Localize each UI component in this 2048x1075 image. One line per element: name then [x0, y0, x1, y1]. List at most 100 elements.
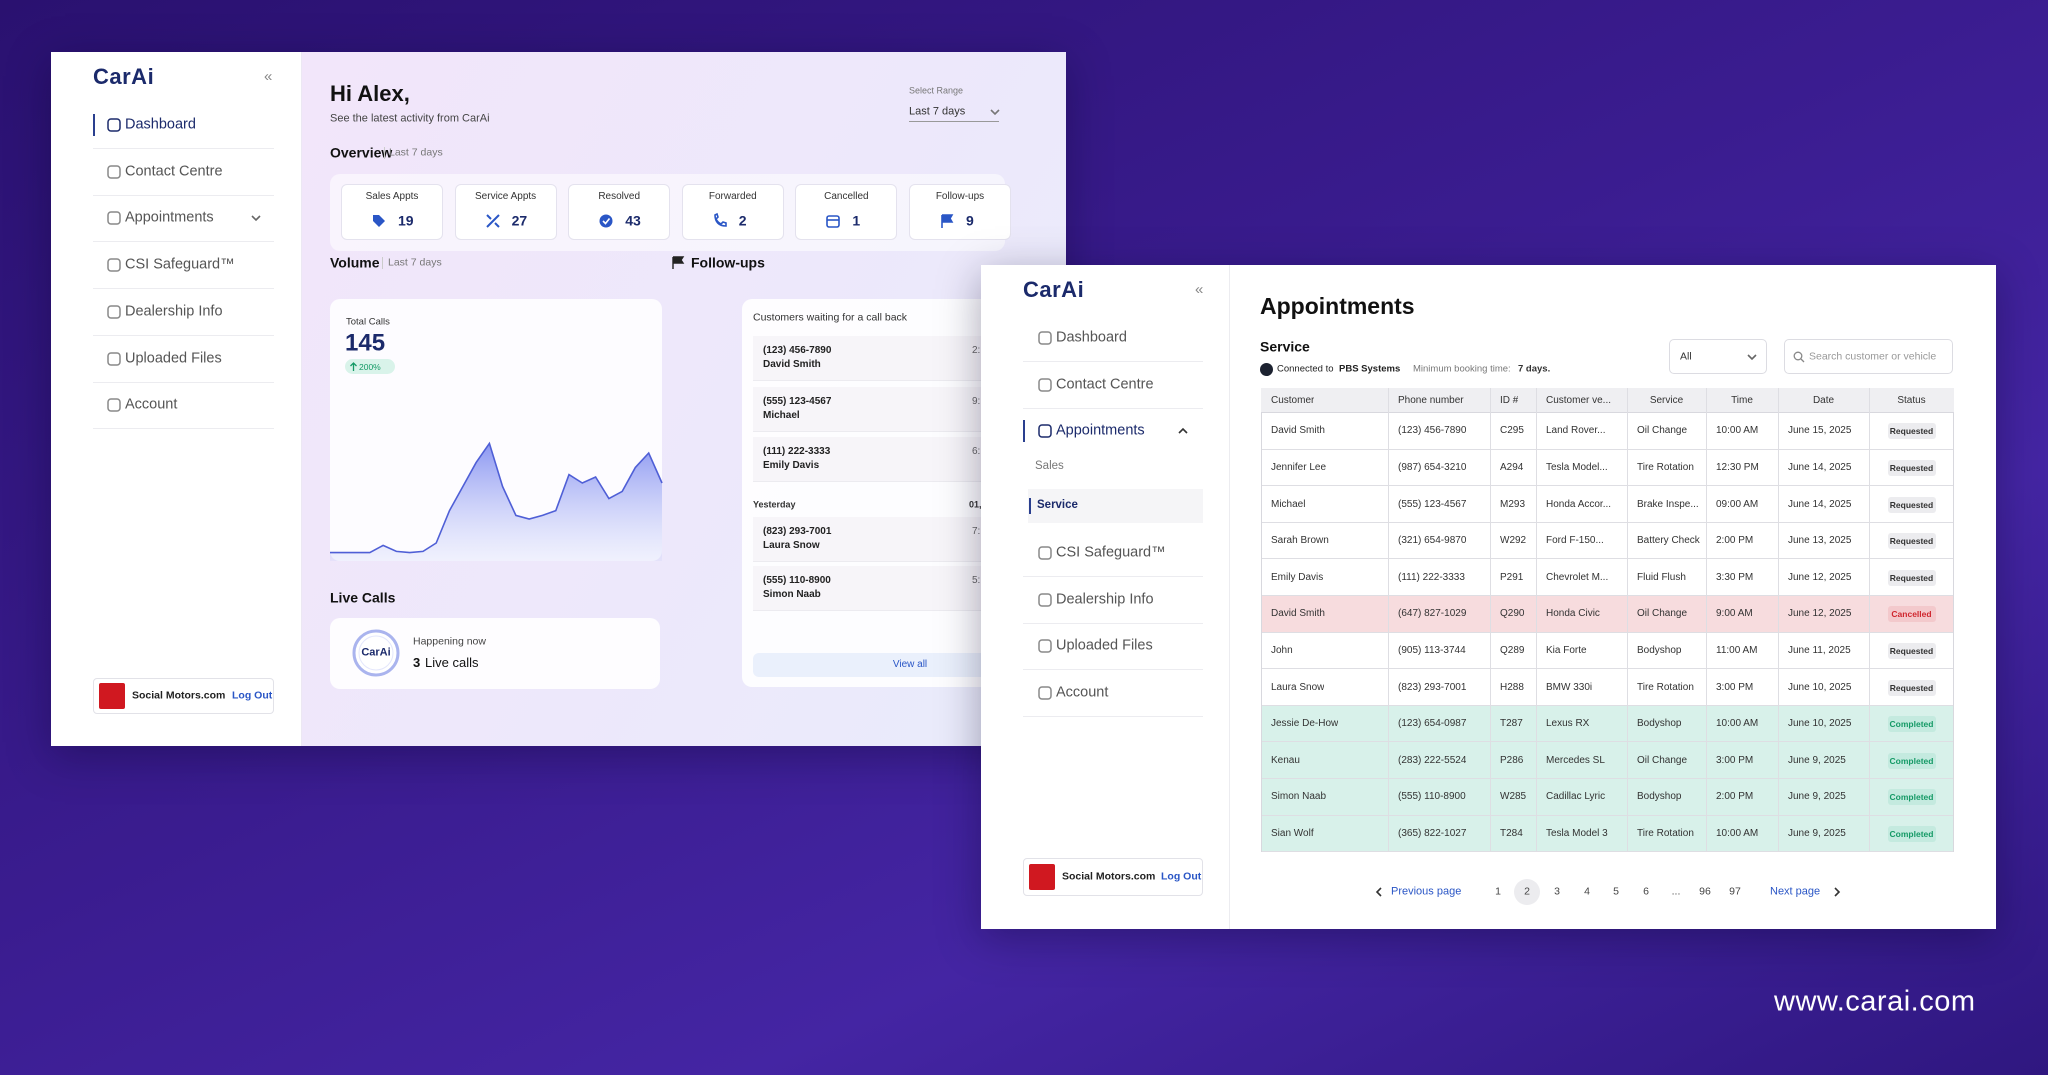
status-badge: [1887, 642, 1936, 659]
table-cell: June 12, 2025: [1788, 608, 1852, 620]
collapse-button[interactable]: «: [264, 68, 273, 85]
nav-item[interactable]: Contact Centre: [125, 162, 223, 179]
view-all-label[interactable]: View all: [892, 659, 928, 670]
status-badge: [1887, 423, 1936, 440]
stat-label: Forwarded: [708, 191, 757, 202]
table-cell: 10:00 AM: [1716, 425, 1759, 437]
collapse-button[interactable]: «: [1195, 281, 1204, 298]
status-badge: [1887, 752, 1936, 769]
nav-item[interactable]: CSI Safeguard™: [125, 256, 235, 273]
nav-icon: [1038, 378, 1052, 392]
nav-item[interactable]: Dealership Info: [1056, 591, 1154, 608]
nav-item[interactable]: Dealership Info: [125, 303, 223, 320]
live-calls-ring-shape: [358, 635, 394, 671]
logout[interactable]: Log Out: [1161, 870, 1202, 883]
followups-title: Follow-ups: [691, 254, 765, 271]
page-number[interactable]: 6: [1643, 885, 1649, 898]
stat-icon: [373, 215, 385, 227]
stat-value: 27: [511, 212, 528, 229]
nav-icon: [107, 118, 121, 132]
page-number[interactable]: 1: [1495, 885, 1501, 898]
stat-icon: [713, 212, 727, 227]
next-page[interactable]: Next page: [1770, 885, 1821, 898]
logout[interactable]: Log Out: [232, 689, 273, 702]
stat-icon-shape: [599, 214, 613, 228]
page-number[interactable]: 96: [1699, 885, 1711, 898]
page-number[interactable]: ...: [1671, 885, 1681, 898]
table-cell: M293: [1500, 498, 1526, 510]
page-number[interactable]: 97: [1729, 885, 1741, 898]
table-cell: 11:00 AM: [1716, 644, 1758, 656]
page-number[interactable]: 5: [1613, 885, 1619, 898]
nav-item[interactable]: Account: [125, 396, 178, 413]
followup-phone: (555) 123-4567: [763, 396, 832, 407]
nav-item[interactable]: Appointments: [1056, 422, 1145, 439]
nav-item[interactable]: Appointments: [125, 209, 214, 226]
nav-item[interactable]: Uploaded Files: [125, 349, 222, 366]
stat-label: Service Appts: [475, 191, 537, 202]
nav-icon: [107, 211, 121, 226]
page-number[interactable]: 2: [1524, 885, 1530, 898]
greeting: Hi Alex,: [330, 80, 410, 106]
page-number[interactable]: 4: [1584, 885, 1590, 898]
table-row: [1262, 815, 1953, 853]
table-cell: Q290: [1500, 608, 1525, 620]
table-cell: (283) 222-5524: [1398, 754, 1467, 766]
nav-item[interactable]: Dashboard: [1056, 329, 1127, 346]
current-page-indicator: [1514, 879, 1540, 905]
column-header: Customer ve...: [1546, 394, 1612, 406]
sub-nav-item[interactable]: Service: [1037, 499, 1078, 512]
table-cell: (111) 222-3333: [1398, 571, 1465, 583]
search-box[interactable]: [1784, 339, 1953, 374]
followups-subtitle: Customers waiting for a call back: [753, 311, 908, 324]
nav-icon: [1038, 639, 1052, 653]
filter-select[interactable]: [1669, 339, 1767, 374]
stat-label: Sales Appts: [365, 191, 419, 202]
table-cell: Michael: [1271, 498, 1306, 510]
table-row: [1262, 742, 1953, 779]
range-select[interactable]: Last 7 days: [909, 105, 966, 118]
nav-icon-shape: [1038, 424, 1052, 438]
status-badge: [1887, 606, 1936, 623]
nav-icon-shape: [107, 258, 121, 272]
nav-divider: [1023, 361, 1203, 362]
table-cell: Sian Wolf: [1271, 827, 1314, 839]
table-cell: C295: [1500, 425, 1524, 437]
nav-item[interactable]: Dashboard: [125, 116, 196, 133]
chevron-shape: [1178, 427, 1188, 434]
nav-icon-shape: [107, 211, 121, 226]
sub-nav-item[interactable]: Sales: [1035, 460, 1064, 473]
nav-divider: [93, 381, 274, 383]
previous-page[interactable]: Previous page: [1391, 885, 1462, 898]
nav-item[interactable]: CSI Safeguard™: [1056, 544, 1166, 561]
followup-phone: (123) 456-7890: [763, 345, 832, 356]
chevron-shape: [251, 215, 261, 222]
column-header: Date: [1812, 394, 1835, 406]
status-badge: [1887, 533, 1936, 550]
followup-name: David Smith: [763, 359, 821, 370]
followup-time: 6:: [972, 446, 981, 457]
stat-label: Resolved: [598, 191, 641, 202]
stat-icon-shape: [373, 215, 385, 227]
column-header: Phone number: [1398, 394, 1464, 406]
page-number[interactable]: 3: [1554, 885, 1560, 898]
logo: CarAi: [1023, 276, 1085, 302]
min-booking-value: 7 days.: [1518, 363, 1551, 375]
status-label: Cancelled: [1891, 609, 1932, 620]
nav-item[interactable]: Account: [1056, 684, 1109, 701]
table-cell: 2:00 PM: [1716, 535, 1754, 547]
table-cell: June 9, 2025: [1788, 827, 1846, 839]
stat-card: [795, 184, 898, 240]
nav-icon-shape: [1038, 686, 1052, 700]
table-cell: June 15, 2025: [1788, 425, 1852, 437]
status-label: Requested: [1889, 499, 1934, 510]
chevron: [1834, 887, 1841, 897]
table-cell: A294: [1500, 461, 1524, 473]
nav-item[interactable]: Uploaded Files: [1056, 637, 1153, 654]
min-booking-label: Minimum booking time:: [1413, 363, 1511, 375]
status-label: Requested: [1889, 426, 1934, 437]
nav-item[interactable]: Contact Centre: [1056, 376, 1154, 393]
stat-icon: [599, 214, 613, 228]
stat-icon-shape: [602, 218, 611, 225]
table-row: [1262, 449, 1953, 487]
